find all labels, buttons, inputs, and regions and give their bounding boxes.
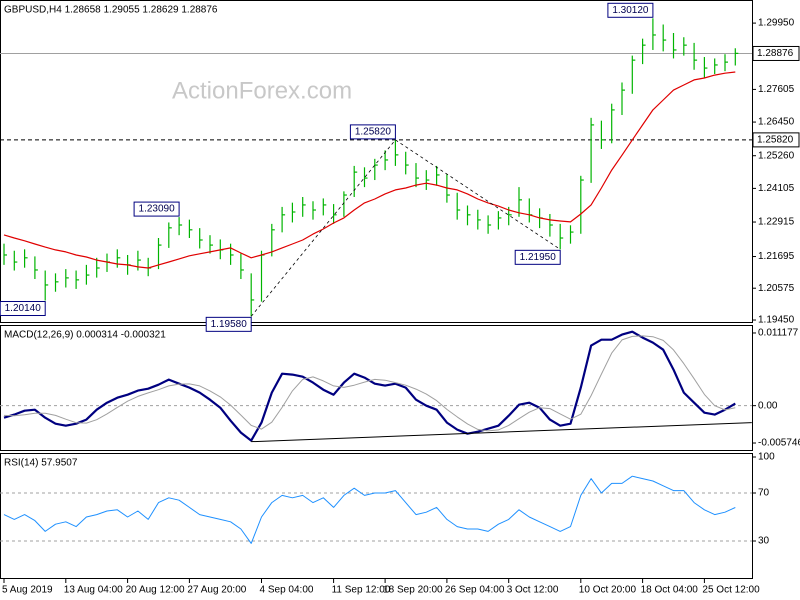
rsi-panel-frame [0,453,753,579]
x-tick-label: 5 Aug 2019 [2,585,53,596]
swing-label-box [0,301,46,317]
y-tick-label: 0.011177 [758,328,799,339]
swing-label-box [607,2,654,18]
x-tick-label: 26 Sep 04:00 [445,585,505,596]
price-level-label: 1.25820 [757,135,794,146]
y-tick-label: -0.005746 [758,438,800,449]
moving-average [3,71,736,269]
x-tick-label: 11 Sep 12:00 [332,585,391,596]
x-tick-label: 25 Oct 12:00 [702,585,760,596]
x-tick-label: 18 Sep 20:00 [383,585,443,596]
swing-label: 1.20140 [5,303,42,314]
price-panel-frame [0,0,753,323]
swing-label: 1.21950 [520,252,557,263]
swing-label-box [349,124,396,140]
swing-label-box [133,201,180,217]
y-tick-label: 100 [758,452,775,463]
y-tick-label: 1.24105 [758,183,795,194]
y-tick-label: 1.27605 [758,84,795,95]
price-level-label: 1.28876 [757,48,794,59]
price-level-box [752,45,800,61]
x-tick-label: 10 Oct 20:00 [579,585,637,596]
x-tick-label: 4 Sep 04:00 [260,585,314,596]
swing-label: 1.25820 [355,127,392,138]
panel-title: RSI(14) 57.9507 [4,458,78,469]
y-tick-label: 70 [758,488,770,499]
y-tick-label: 1.29950 [758,18,795,29]
x-tick-label: 3 Oct 12:00 [507,585,559,596]
y-tick-label: 1.20575 [758,283,795,294]
swing-label: 1.30120 [612,5,649,16]
swing-label-box [514,249,561,265]
x-tick-label: 13 Aug 04:00 [64,585,123,596]
signal-line [3,335,736,432]
x-tick-label: 18 Oct 04:00 [641,585,699,596]
price-level-box [752,132,800,148]
panel-title: MACD(12,26,9) 0.000314 -0.000321 [4,330,166,341]
rsi-line [3,475,736,544]
y-tick-label: 1.25260 [758,150,795,161]
y-tick-label: 30 [758,536,770,547]
macd-panel-frame [0,325,753,451]
panel-title: GBPUSD,H4 1.28658 1.29055 1.28629 1.2887… [4,5,218,16]
y-tick-label: 1.22915 [758,217,795,228]
y-tick-label: 1.26450 [758,117,795,128]
y-tick-label: 1.19450 [758,315,795,326]
swing-label: 1.23090 [139,204,176,215]
y-tick-label: 1.21695 [758,251,795,262]
trendline [251,422,752,443]
y-tick-label: 0.00 [758,400,778,411]
swing-label: 1.19580 [211,319,248,330]
watermark: ActionForex.com [172,77,352,104]
swing-label-box [205,316,252,332]
x-tick-label: 27 Aug 20:00 [187,585,246,596]
x-tick-label: 20 Aug 12:00 [126,585,185,596]
